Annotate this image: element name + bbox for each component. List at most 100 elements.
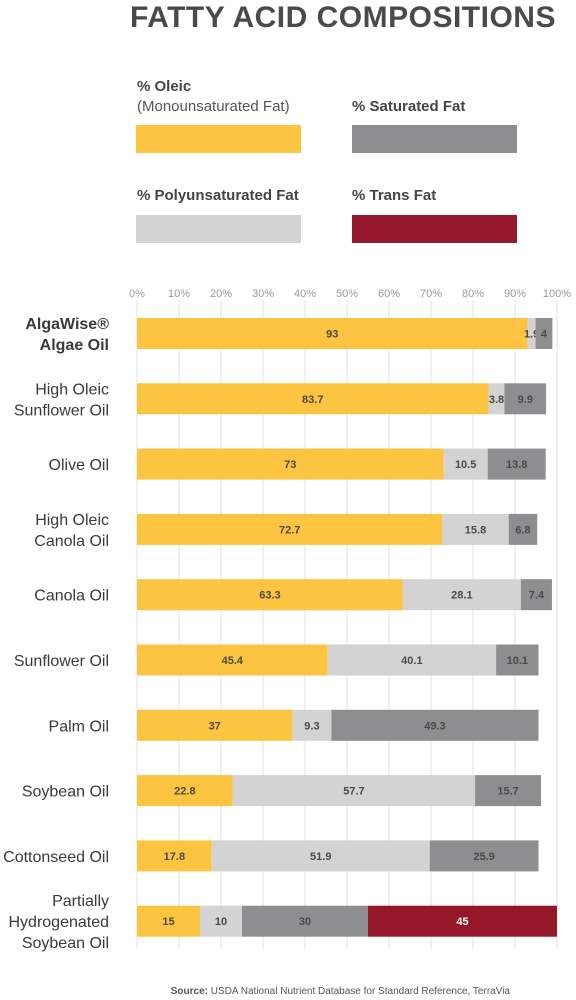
bar-segment [443,448,488,480]
bar-segment [137,318,528,349]
bar-segment [211,840,430,872]
x-tick-label: 90% [504,288,526,300]
category-label: Sunflower Oil [14,402,109,419]
category-label: Canola Oil [34,533,109,550]
category-label: Algae Oil [40,337,109,354]
bar-segment [508,513,538,545]
data-label: 51.9 [310,851,331,863]
legend-label-polyunsaturated: % Polyunsaturated Fat [137,187,299,204]
legend-label-trans: % Trans Fat [352,187,437,204]
category-label: High Oleic [35,512,109,529]
legend-swatch-polyunsaturated [136,215,301,243]
bar-segment [368,905,557,937]
category-label: Hydrogenated [8,914,109,931]
category-label: Cottonseed Oil [3,849,109,866]
data-label: 49.3 [424,720,445,732]
bar-segment [442,513,509,545]
x-tick-label: 30% [252,288,274,300]
x-tick-label: 60% [378,288,400,300]
data-label: 45 [456,916,468,928]
category-label: High Oleic [35,381,109,398]
category-label: Soybean Oil [22,935,109,952]
data-label: 83.7 [302,394,323,406]
data-label: 72.7 [279,524,300,536]
data-label: 10.5 [455,459,476,471]
data-label: 9.9 [518,394,533,406]
category-label: Partially [52,893,109,910]
legend-label-saturated: % Saturated Fat [352,98,466,115]
data-label: 28.1 [451,590,472,602]
bar-segment [137,840,212,872]
bar-segment [527,318,536,349]
data-label: 9.3 [304,720,319,732]
legend-sublabel-oleic: (Monounsaturated Fat) [137,98,290,115]
bar-segment [487,448,546,480]
legend-swatch-oleic [136,125,301,153]
category-label: Sunflower Oil [14,653,109,670]
data-label: 63.3 [259,590,280,602]
x-tick-label: 100% [543,288,571,300]
data-label: 3.8 [489,394,504,406]
data-label: 37 [209,720,221,732]
bar-segment [137,579,403,611]
bar-segment [242,905,368,937]
bar-segment [496,644,539,676]
bar-segment [232,775,476,807]
category-label: Olive Oil [49,457,109,474]
data-label: 93 [326,329,338,341]
category-label: Soybean Oil [22,784,109,801]
bar-segment [137,905,200,937]
bar-segment [520,579,552,611]
stacked-bar-chart: 0% 10% 20% 30% 40% 50% 60% 70% 80% 90% 100% 93 1.9 4 A… [3,288,571,952]
data-label: 1.9 [524,329,539,341]
x-tick-label: 50% [336,288,358,300]
data-label: 30 [299,916,311,928]
bar-segment [137,644,328,676]
legend-swatch-saturated [352,125,517,153]
data-label: 17.8 [164,851,185,863]
legend-swatch-trans [352,215,517,243]
bar-segment [200,905,242,937]
x-tick-label: 10% [168,288,190,300]
bar-segment [137,383,489,415]
bar-segment [137,448,444,480]
category-label: Canola Oil [34,588,109,605]
x-tick-label: 80% [462,288,484,300]
bar-segment [137,775,233,807]
bar-segment [292,709,332,741]
bar-segment [488,383,505,415]
data-label: 7.4 [529,590,545,602]
legend-label-oleic: % Oleic [137,78,192,95]
bar-segment [402,579,521,611]
data-label: 4 [541,329,548,341]
source-note: Source: USDA National Nutrient Database … [170,986,510,997]
bar-segment [429,840,539,872]
data-label: 15 [162,916,174,928]
data-label: 40.1 [401,655,422,667]
data-label: 15.8 [465,524,486,536]
chart-title: FATTY ACID COMPOSITIONS [130,1,556,34]
data-label: 15.7 [497,786,518,798]
data-label: 10.1 [507,655,528,667]
x-tick-label: 40% [294,288,316,300]
bar-segment [504,383,547,415]
bar-segment [535,318,553,349]
data-label: 10 [215,916,227,928]
bar-segment [327,644,497,676]
data-label: 73 [284,459,296,471]
category-label: Palm Oil [49,718,109,735]
x-tick-label: 20% [210,288,232,300]
data-label: 13.8 [506,459,527,471]
bar-segment [475,775,542,807]
bar-segment [137,513,443,545]
data-label: 6.8 [515,524,530,536]
x-tick-label: 0% [129,288,145,300]
data-label: 25.9 [473,851,494,863]
bar-segment [137,709,293,741]
data-label: 45.4 [222,655,244,667]
category-label: AlgaWise® [25,316,109,333]
x-tick-label: 70% [420,288,442,300]
bar-segment [331,709,539,741]
data-label: 57.7 [343,786,364,798]
data-label: 22.8 [174,786,195,798]
